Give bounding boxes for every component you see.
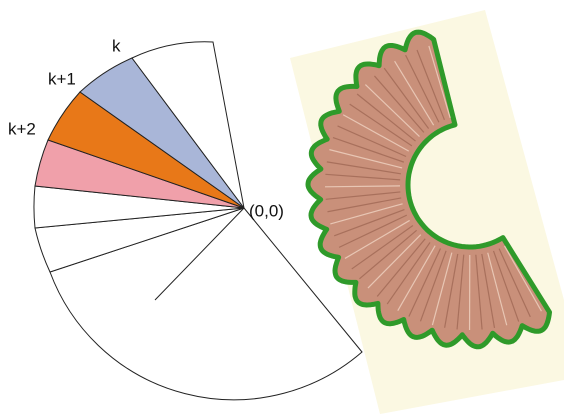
origin-label: (0,0) [249,201,284,220]
sector-label: k+1 [48,69,76,88]
sector-label: k+2 [8,119,36,138]
diagram: k k+1 k+2 (0,0) [0,0,564,414]
sector-label: k [112,36,121,55]
